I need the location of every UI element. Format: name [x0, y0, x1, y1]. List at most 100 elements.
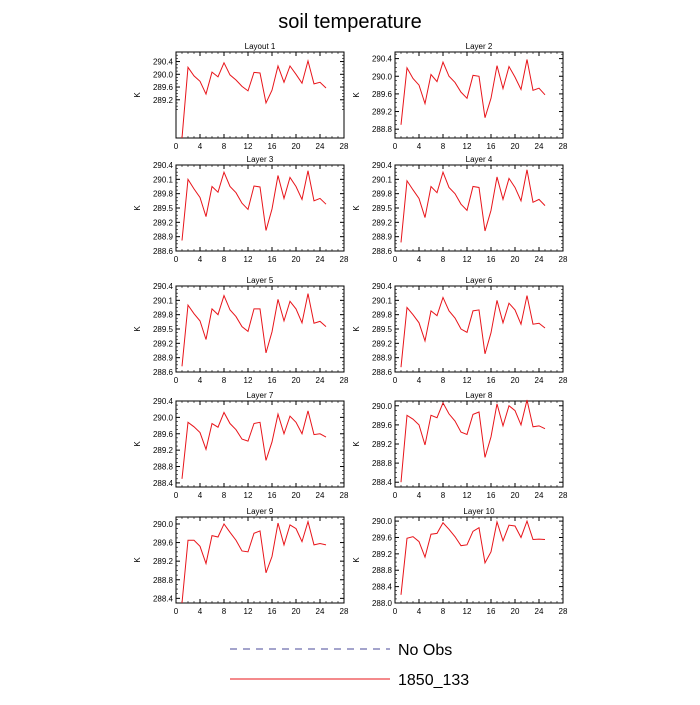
x-tick-label: 24: [535, 255, 544, 264]
panel-10: Layer 10 0 4 8 12 16 20 24 28 288.0 288.4 288.8 289.…: [352, 507, 568, 616]
y-tick-label: 290.4: [153, 282, 174, 291]
y-tick-label: 290.0: [153, 70, 174, 79]
x-tick-label: 8: [441, 376, 446, 385]
series-line-1850_133: [400, 169, 546, 243]
y-tick-label: 288.4: [372, 478, 393, 487]
y-tick-label: 290.1: [372, 296, 393, 305]
x-tick-label: 0: [393, 376, 398, 385]
y-tick-label: 289.2: [372, 108, 393, 117]
y-tick-label: 289.8: [372, 190, 393, 199]
x-tick-label: 0: [174, 376, 179, 385]
x-tick-label: 20: [292, 376, 301, 385]
x-tick-label: 28: [340, 607, 349, 616]
x-tick-label: 16: [487, 607, 496, 616]
panel-title: Layer 2: [466, 42, 493, 51]
y-tick-label: 288.6: [153, 247, 174, 256]
x-tick-label: 12: [244, 607, 253, 616]
x-tick-label: 28: [340, 376, 349, 385]
x-tick-label: 4: [417, 491, 422, 500]
y-axis-label: K: [133, 326, 142, 332]
y-tick-label: 290.4: [372, 55, 393, 64]
x-tick-label: 16: [268, 376, 277, 385]
x-tick-label: 8: [222, 376, 227, 385]
y-tick-label: 288.8: [372, 566, 393, 575]
panel-title: Layer 6: [466, 276, 493, 285]
x-tick-label: 8: [441, 491, 446, 500]
x-tick-label: 8: [222, 142, 227, 151]
legend-label-no-obs: No Obs: [398, 642, 452, 659]
x-tick-label: 20: [292, 607, 301, 616]
series-line-1850_133: [400, 295, 546, 368]
x-tick-label: 16: [487, 255, 496, 264]
x-tick-label: 12: [244, 255, 253, 264]
y-axis-label: K: [352, 326, 361, 332]
x-tick-label: 4: [417, 607, 422, 616]
panel-3: Layer 3 0 4 8 12 16 20 24 28 288.6 288.9 289.2 289.5…: [133, 155, 349, 264]
x-tick-label: 20: [292, 491, 301, 500]
x-tick-label: 12: [463, 491, 472, 500]
series-line-1850_133: [181, 58, 327, 139]
x-tick-label: 12: [463, 607, 472, 616]
y-tick-label: 288.4: [153, 479, 174, 488]
x-tick-label: 4: [417, 255, 422, 264]
x-tick-label: 0: [174, 607, 179, 616]
y-tick-label: 289.6: [372, 90, 393, 99]
x-tick-label: 28: [340, 255, 349, 264]
y-axis-label: K: [133, 205, 142, 211]
x-tick-label: 24: [316, 142, 325, 151]
y-axis-label: K: [133, 557, 142, 563]
panel-title: Layer 7: [247, 391, 274, 400]
y-tick-label: 289.8: [153, 311, 174, 320]
y-tick-label: 290.4: [372, 282, 393, 291]
x-tick-label: 24: [316, 255, 325, 264]
y-tick-label: 289.5: [372, 325, 393, 334]
y-axis-label: K: [352, 205, 361, 211]
legend: No Obs 1850_133: [230, 642, 469, 689]
x-tick-label: 28: [559, 142, 568, 151]
y-tick-label: 288.9: [153, 233, 174, 242]
y-tick-label: 290.1: [153, 296, 174, 305]
x-tick-label: 20: [511, 255, 520, 264]
y-tick-label: 289.6: [153, 83, 174, 92]
legend-label-1850-133: 1850_133: [398, 672, 469, 689]
y-tick-label: 289.5: [372, 204, 393, 213]
y-tick-label: 290.0: [153, 413, 174, 422]
panel-title: Layer 10: [463, 507, 495, 516]
x-tick-label: 4: [198, 376, 203, 385]
plot-frame: [175, 164, 345, 252]
x-tick-label: 28: [340, 142, 349, 151]
y-tick-label: 290.0: [153, 520, 174, 529]
x-tick-label: 0: [393, 255, 398, 264]
x-tick-label: 16: [268, 491, 277, 500]
y-tick-label: 290.0: [372, 72, 393, 81]
y-tick-label: 288.4: [153, 594, 174, 603]
y-tick-label: 289.8: [153, 190, 174, 199]
panel-1: Layout 1 0 4 8 12 16 20 24 28 289.2 289.6 290.0 290.…: [133, 42, 349, 151]
y-tick-label: 289.2: [372, 339, 393, 348]
series-line-1850_133: [181, 410, 327, 479]
panel-title: Layer 5: [247, 276, 274, 285]
y-tick-label: 290.4: [153, 161, 174, 170]
x-tick-label: 12: [244, 142, 253, 151]
panel-4: Layer 4 0 4 8 12 16 20 24 28 288.6 288.9 289.2 289.5…: [352, 155, 568, 264]
x-tick-label: 0: [174, 491, 179, 500]
panel-9: Layer 9 0 4 8 12 16 20 24 28 288.4 288.8 289.2 289.6…: [133, 507, 349, 616]
plot-frame: [394, 285, 564, 373]
y-tick-label: 290.0: [372, 517, 393, 526]
x-tick-label: 8: [222, 491, 227, 500]
y-tick-label: 290.4: [372, 161, 393, 170]
x-tick-label: 12: [244, 491, 253, 500]
x-tick-label: 20: [511, 142, 520, 151]
x-tick-label: 20: [511, 607, 520, 616]
x-tick-label: 16: [268, 142, 277, 151]
figure-title: soil temperature: [278, 11, 421, 33]
x-tick-label: 20: [292, 255, 301, 264]
x-tick-label: 4: [198, 142, 203, 151]
x-tick-label: 16: [487, 491, 496, 500]
x-tick-label: 0: [393, 491, 398, 500]
x-tick-label: 4: [417, 376, 422, 385]
x-tick-label: 24: [316, 491, 325, 500]
x-tick-label: 4: [198, 255, 203, 264]
x-tick-label: 12: [463, 255, 472, 264]
plot-frame: [175, 285, 345, 373]
